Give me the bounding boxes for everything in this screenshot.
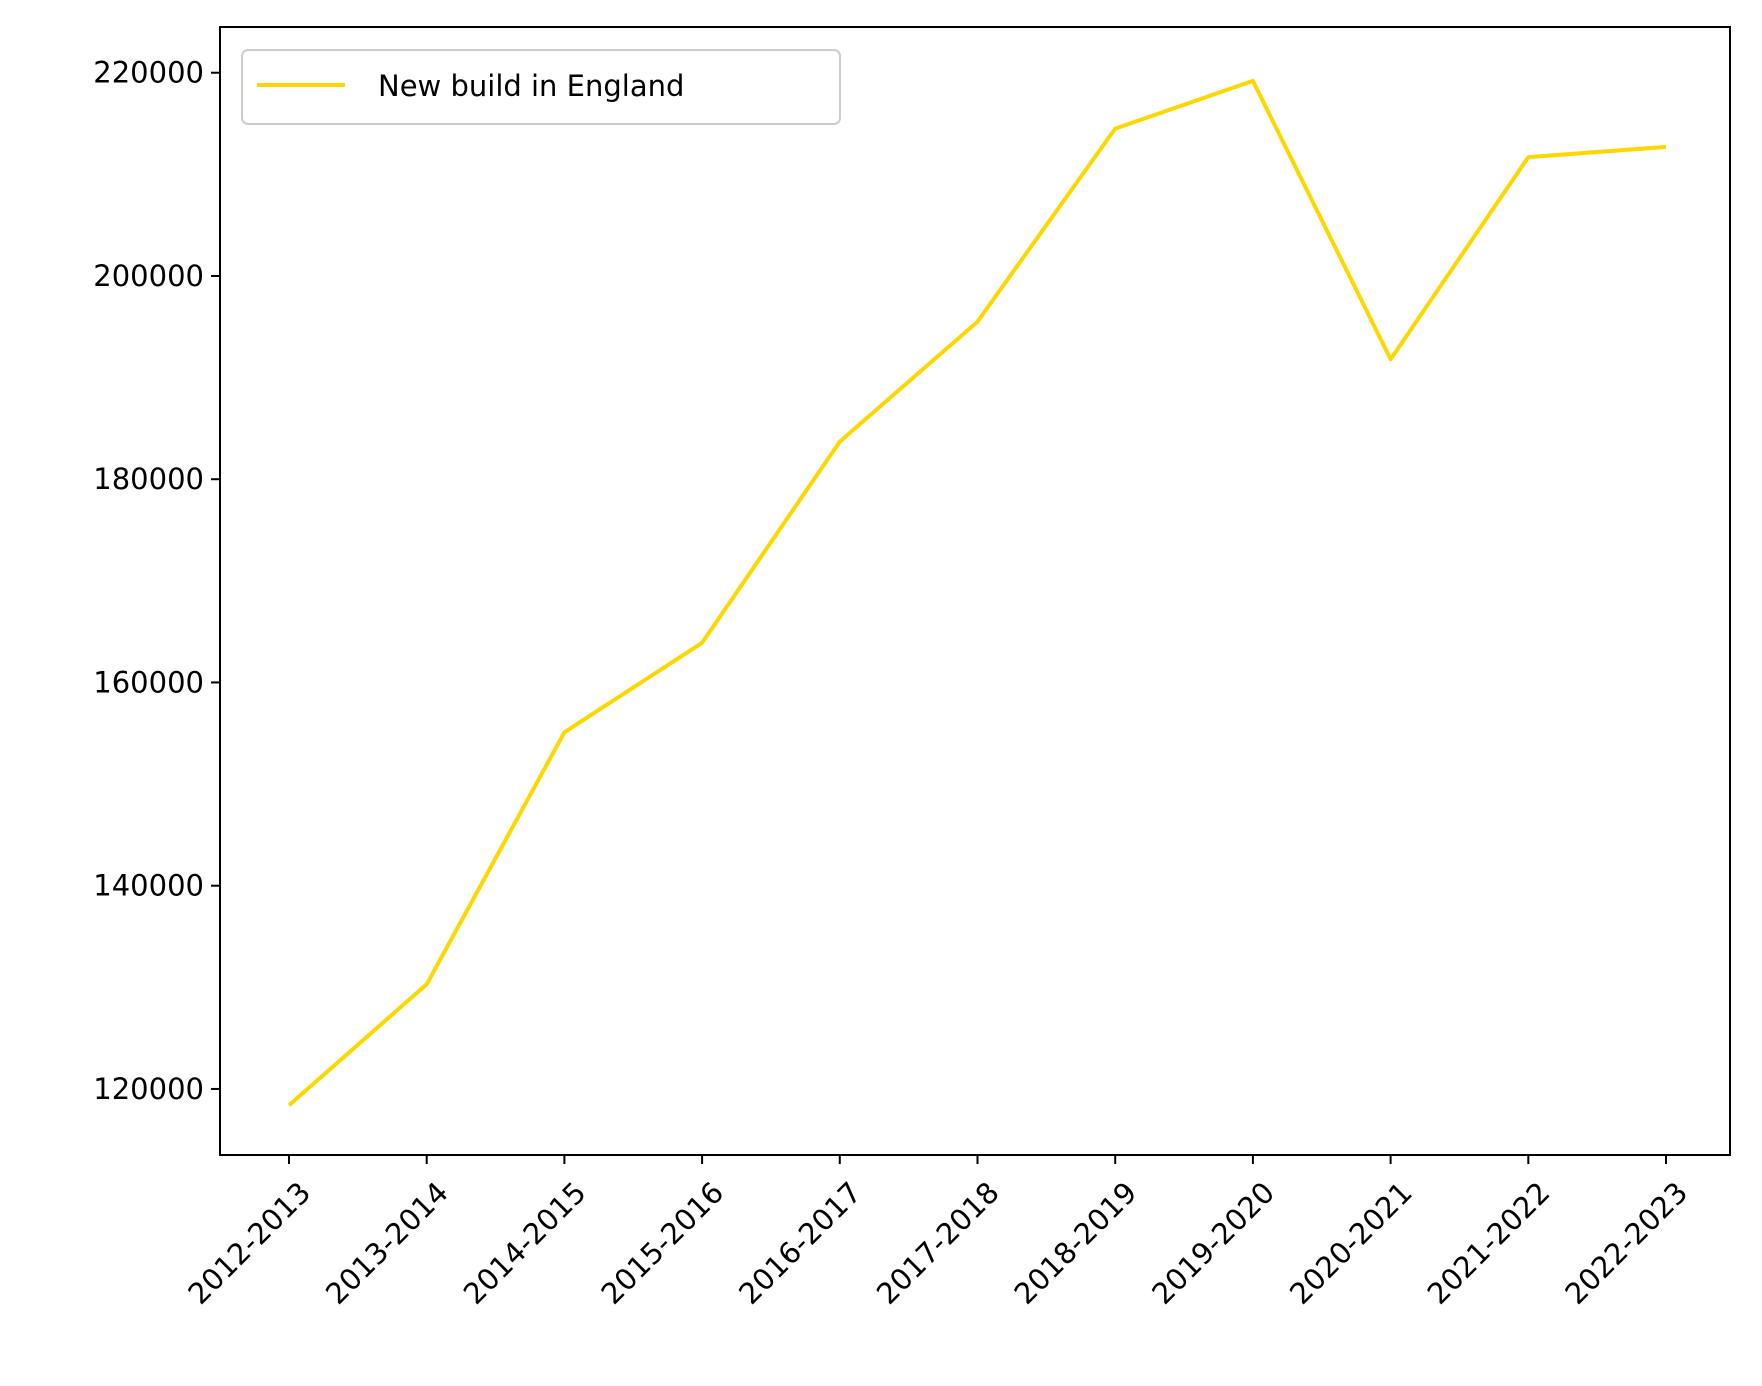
x-axis: 2012-2013 2013-2014 2014-2015 2015-2016 2016… <box>181 1155 1694 1311</box>
x-tick-label: 2014-2015 <box>457 1175 593 1311</box>
y-tick-label: 120000 <box>93 1072 204 1106</box>
y-tick-label: 220000 <box>93 56 204 90</box>
y-tick-label: 160000 <box>93 665 204 699</box>
x-tick-label: 2016-2017 <box>732 1175 868 1311</box>
y-tick-label: 180000 <box>93 462 204 496</box>
series-layer <box>287 78 1667 1107</box>
x-tick-label: 2020-2021 <box>1283 1175 1419 1311</box>
legend-label: New build in England <box>378 69 684 103</box>
y-tick-label: 200000 <box>93 259 204 293</box>
legend-box <box>241 49 841 125</box>
x-tick-label: 2013-2014 <box>319 1175 455 1311</box>
legend: New build in England <box>241 49 841 125</box>
x-tick-label: 2017-2018 <box>870 1175 1006 1311</box>
y-axis: 120000 140000 160000 180000 200000 220000 <box>93 56 220 1106</box>
x-tick-label: 2015-2016 <box>594 1175 730 1311</box>
x-tick-label: 2019-2020 <box>1145 1175 1281 1311</box>
y-tick-label: 140000 <box>93 869 204 903</box>
series-line <box>287 78 1667 1107</box>
x-tick-label: 2018-2019 <box>1008 1175 1144 1311</box>
x-tick-label: 2012-2013 <box>181 1175 317 1311</box>
x-tick-label: 2022-2023 <box>1558 1175 1694 1311</box>
x-tick-label: 2021-2022 <box>1421 1175 1557 1311</box>
plot-area <box>219 26 1731 1156</box>
